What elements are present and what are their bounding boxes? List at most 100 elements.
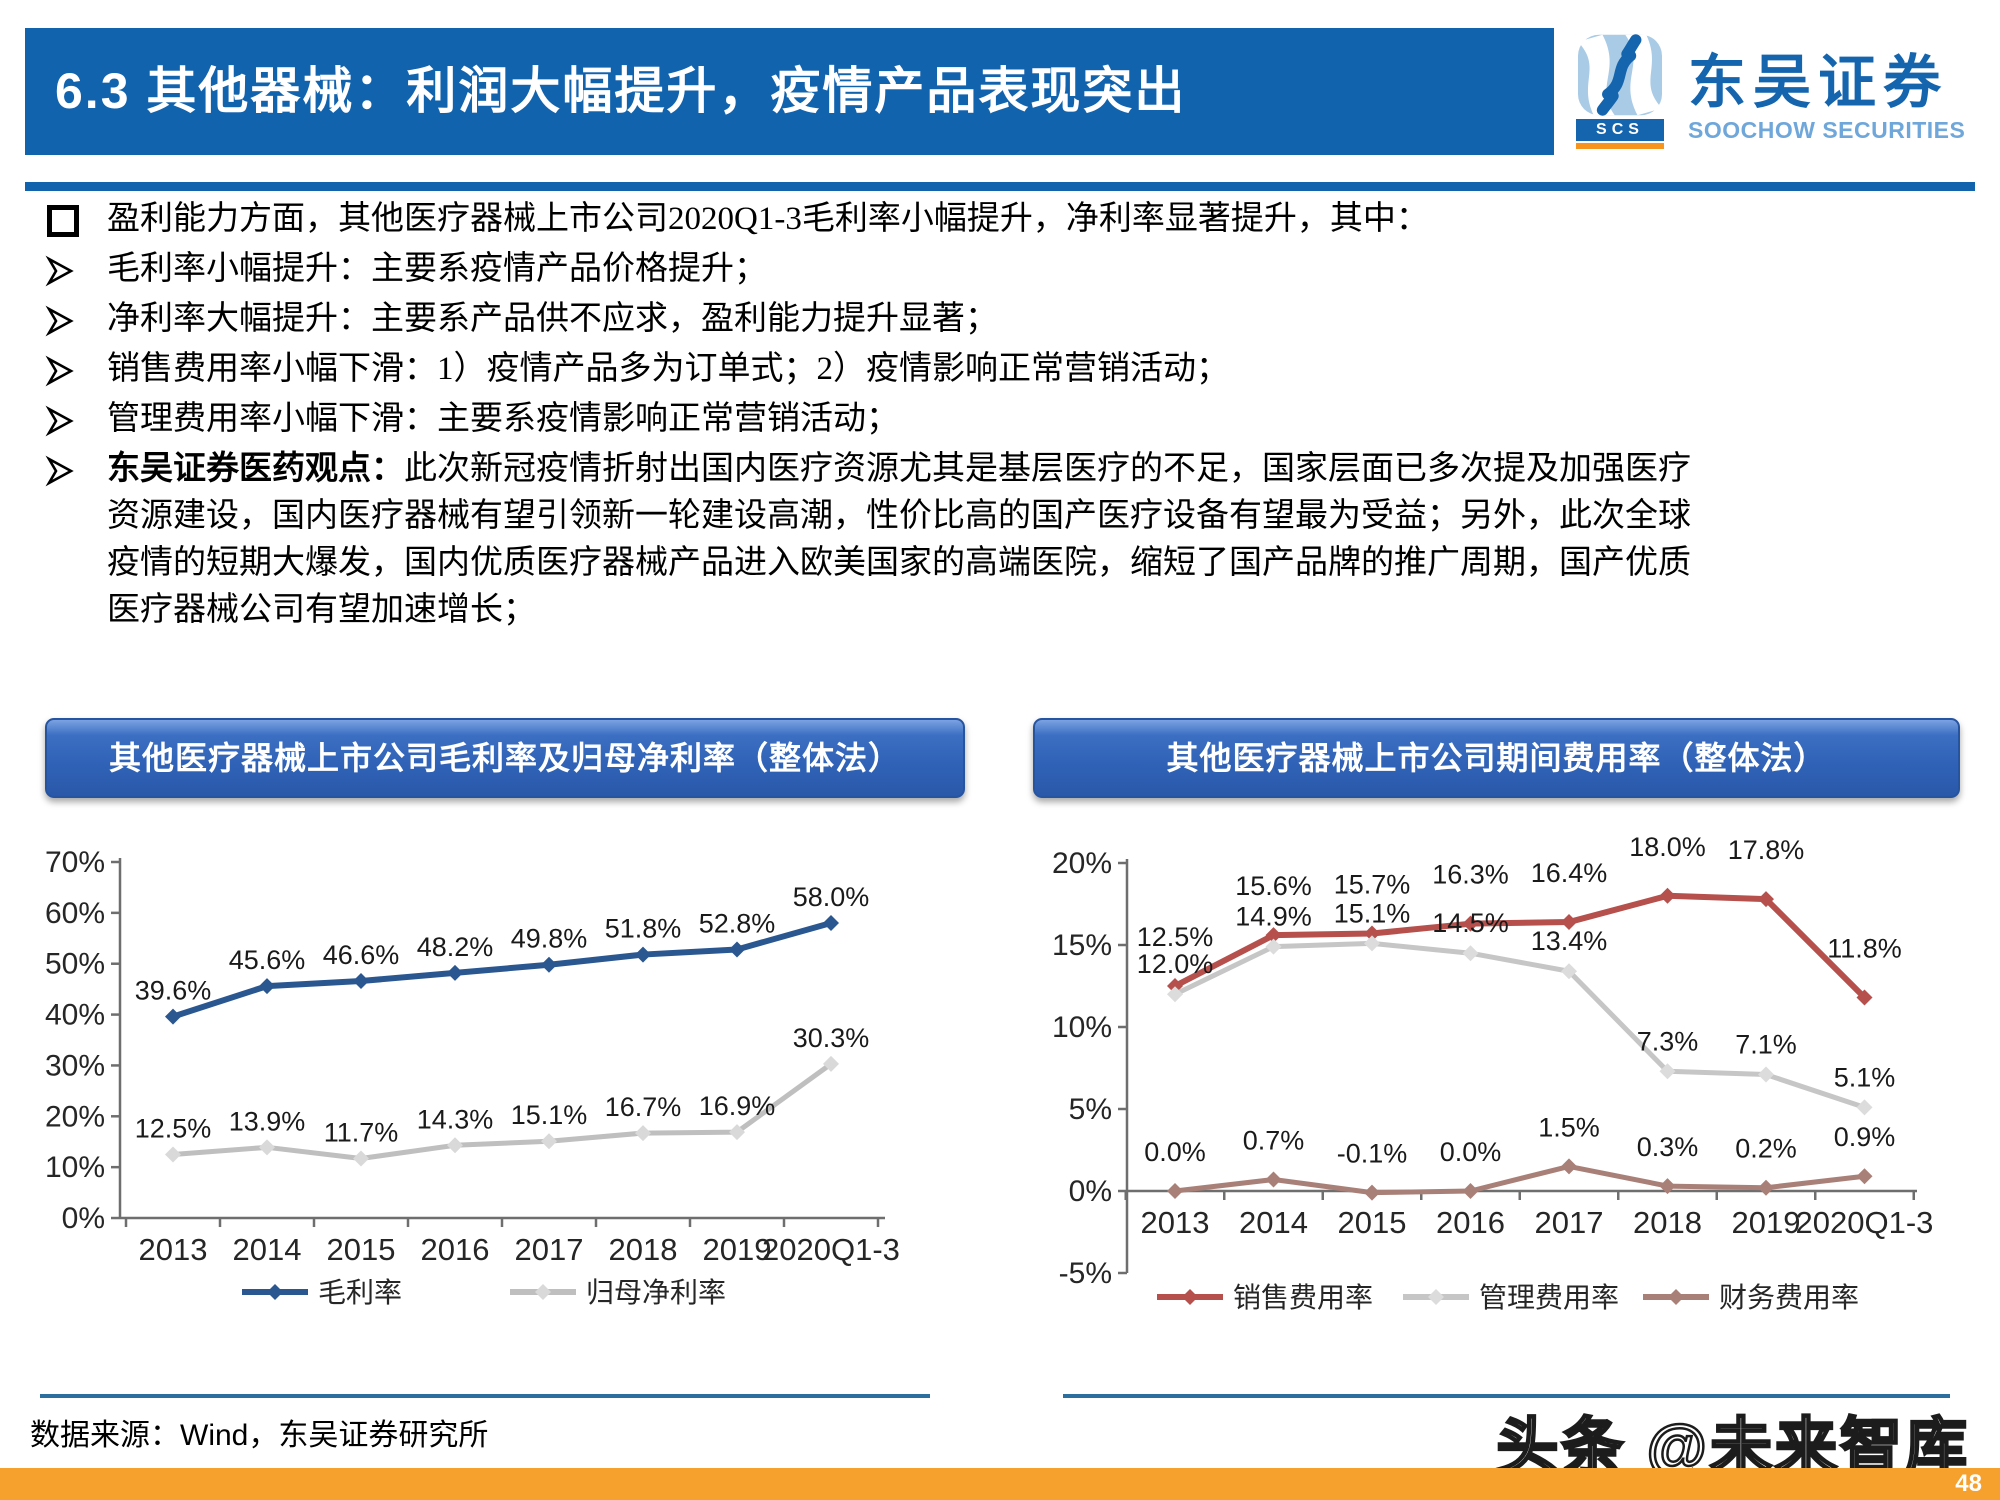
- svg-text:12.5%: 12.5%: [135, 1113, 212, 1143]
- expense-chart-title: 其他医疗器械上市公司期间费用率（整体法）: [1033, 718, 1960, 798]
- opinion-bullet-row: 东吴证券医药观点：此次新冠疫情折射出国内医疗资源尤其是基层医疗的不足，国家层面已…: [45, 446, 1692, 634]
- arrow-bullet-icon: [45, 405, 74, 437]
- bullet-row: 销售费用率小幅下滑：1）疫情产品多为订单式；2）疫情影响正常营销活动；: [45, 346, 1705, 393]
- svg-text:17.8%: 17.8%: [1728, 835, 1805, 865]
- svg-text:15.1%: 15.1%: [1334, 898, 1411, 928]
- svg-text:12.5%: 12.5%: [1137, 922, 1214, 952]
- bullet-text: 净利率大幅提升：主要系产品供不应求，盈利能力提升显著；: [107, 301, 998, 337]
- svg-text:12.0%: 12.0%: [1137, 949, 1214, 979]
- svg-text:0%: 0%: [62, 1202, 105, 1235]
- svg-text:46.6%: 46.6%: [323, 940, 400, 970]
- bullet-text: 销售费用率小幅下滑：1）疫情产品多为订单式；2）疫情影响正常营销活动；: [107, 351, 1229, 387]
- footer-divider-right: [1063, 1394, 1950, 1398]
- arrow-bullet-icon: [45, 255, 74, 287]
- logo-abbr: SCS: [1576, 119, 1664, 141]
- logo-underline: [1576, 143, 1664, 149]
- svg-text:14.9%: 14.9%: [1235, 902, 1312, 932]
- bullet-row: 净利率大幅提升：主要系产品供不应求，盈利能力提升显著；: [45, 296, 1705, 343]
- svg-text:0.7%: 0.7%: [1243, 1126, 1305, 1156]
- svg-text:2015: 2015: [1338, 1205, 1407, 1240]
- opinion-text: 此次新冠疫情折射出国内医疗资源尤其是基层医疗的不足，国家层面已多次提及加强医疗资…: [107, 451, 1691, 628]
- svg-text:16.9%: 16.9%: [699, 1091, 776, 1121]
- svg-text:2019: 2019: [703, 1232, 772, 1267]
- svg-text:财务费用率: 财务费用率: [1719, 1282, 1859, 1313]
- data-source-note: 数据来源：Wind，东吴证券研究所: [30, 1419, 489, 1452]
- svg-text:30.3%: 30.3%: [793, 1023, 870, 1053]
- svg-text:1.5%: 1.5%: [1538, 1112, 1600, 1142]
- svg-text:7.1%: 7.1%: [1735, 1030, 1797, 1060]
- footer-divider-left: [40, 1394, 930, 1398]
- svg-text:49.8%: 49.8%: [511, 924, 588, 954]
- lead-bullet-row: 盈利能力方面，其他医疗器械上市公司2020Q1-3毛利率小幅提升，净利率显著提升…: [45, 196, 1705, 243]
- svg-text:2020Q1-3: 2020Q1-3: [1796, 1205, 1934, 1240]
- svg-text:16.3%: 16.3%: [1432, 860, 1509, 890]
- bullet-list: 盈利能力方面，其他医疗器械上市公司2020Q1-3毛利率小幅提升，净利率显著提升…: [45, 196, 1705, 637]
- svg-text:20%: 20%: [45, 1100, 105, 1133]
- svg-text:13.4%: 13.4%: [1531, 926, 1608, 956]
- svg-text:60%: 60%: [45, 897, 105, 930]
- svg-text:2016: 2016: [1436, 1205, 1505, 1240]
- logo-name-en: SOOCHOW SECURITIES: [1688, 117, 1966, 143]
- bullet-row: 管理费用率小幅下滑：主要系疫情影响正常营销活动；: [45, 396, 1705, 443]
- arrow-bullet-icon: [45, 305, 74, 337]
- expense-line-chart: -5% 0% 5% 10% 15% 20% 2013 2014 2015 2016 2017 2018…: [1052, 832, 1934, 1313]
- svg-text:0.0%: 0.0%: [1440, 1137, 1502, 1167]
- svg-text:48.2%: 48.2%: [417, 932, 494, 962]
- page-title-bar: 6.3 其他器械：利润大幅提升，疫情产品表现突出: [25, 28, 1554, 155]
- svg-text:归母净利率: 归母净利率: [586, 1277, 726, 1308]
- svg-text:2018: 2018: [1633, 1205, 1702, 1240]
- svg-text:52.8%: 52.8%: [699, 908, 776, 938]
- svg-text:2013: 2013: [1141, 1205, 1210, 1240]
- svg-text:10%: 10%: [1052, 1011, 1112, 1044]
- company-logo: SCS 东吴证券 SOOCHOW SECURITIES: [1576, 33, 1966, 153]
- soochow-logo-icon: [1578, 34, 1662, 116]
- svg-text:2016: 2016: [421, 1232, 490, 1267]
- arrow-bullet-icon: [45, 355, 74, 387]
- bullet-text: 管理费用率小幅下滑：主要系疫情影响正常营销活动；: [107, 401, 899, 437]
- svg-text:销售费用率: 销售费用率: [1233, 1282, 1373, 1313]
- svg-text:2015: 2015: [327, 1232, 396, 1267]
- svg-text:0.2%: 0.2%: [1735, 1134, 1797, 1164]
- bullet-text: 毛利率小幅提升：主要系疫情产品价格提升；: [107, 251, 767, 287]
- svg-text:5.1%: 5.1%: [1834, 1062, 1896, 1092]
- svg-text:15%: 15%: [1052, 929, 1112, 962]
- svg-text:14.5%: 14.5%: [1432, 908, 1509, 938]
- svg-text:2014: 2014: [1239, 1205, 1308, 1240]
- svg-text:15.6%: 15.6%: [1235, 871, 1312, 901]
- svg-text:0.0%: 0.0%: [1144, 1137, 1206, 1167]
- square-bullet-icon: [47, 205, 79, 237]
- svg-text:10%: 10%: [45, 1151, 105, 1184]
- svg-text:0.9%: 0.9%: [1834, 1122, 1896, 1152]
- svg-text:11.7%: 11.7%: [324, 1118, 399, 1148]
- svg-text:0%: 0%: [1069, 1175, 1112, 1208]
- svg-text:毛利率: 毛利率: [318, 1277, 402, 1308]
- header-divider: [25, 182, 1975, 191]
- svg-text:2020Q1-3: 2020Q1-3: [762, 1232, 900, 1267]
- lead-text: 盈利能力方面，其他医疗器械上市公司2020Q1-3毛利率小幅提升，净利率显著提升…: [107, 201, 1429, 237]
- svg-text:14.3%: 14.3%: [417, 1104, 494, 1134]
- svg-text:-5%: -5%: [1059, 1257, 1112, 1290]
- svg-text:7.3%: 7.3%: [1637, 1026, 1699, 1056]
- svg-text:2017: 2017: [515, 1232, 584, 1267]
- bullet-row: 毛利率小幅提升：主要系疫情产品价格提升；: [45, 246, 1705, 293]
- svg-text:2019: 2019: [1732, 1205, 1801, 1240]
- svg-text:0.3%: 0.3%: [1637, 1132, 1699, 1162]
- svg-text:51.8%: 51.8%: [605, 914, 682, 944]
- svg-text:45.6%: 45.6%: [229, 945, 306, 975]
- margin-line-chart: 0% 10% 20% 30% 40% 50% 60% 70% 2013 2014 2015 2016 2…: [45, 846, 900, 1308]
- svg-text:2013: 2013: [139, 1232, 208, 1267]
- svg-text:5%: 5%: [1069, 1093, 1112, 1126]
- svg-text:50%: 50%: [45, 948, 105, 981]
- svg-text:2017: 2017: [1535, 1205, 1604, 1240]
- svg-text:39.6%: 39.6%: [135, 976, 212, 1006]
- svg-text:-0.1%: -0.1%: [1337, 1139, 1408, 1169]
- page-number: 48: [1955, 1470, 1982, 1497]
- arrow-bullet-icon: [45, 455, 74, 487]
- svg-text:管理费用率: 管理费用率: [1479, 1282, 1619, 1313]
- svg-text:11.8%: 11.8%: [1827, 933, 1902, 963]
- bottom-bar: 48: [0, 1468, 2000, 1500]
- margin-chart-title: 其他医疗器械上市公司毛利率及归母净利率（整体法）: [45, 718, 965, 798]
- page-title: 6.3 其他器械：利润大幅提升，疫情产品表现突出: [55, 63, 1187, 119]
- svg-text:40%: 40%: [45, 999, 105, 1032]
